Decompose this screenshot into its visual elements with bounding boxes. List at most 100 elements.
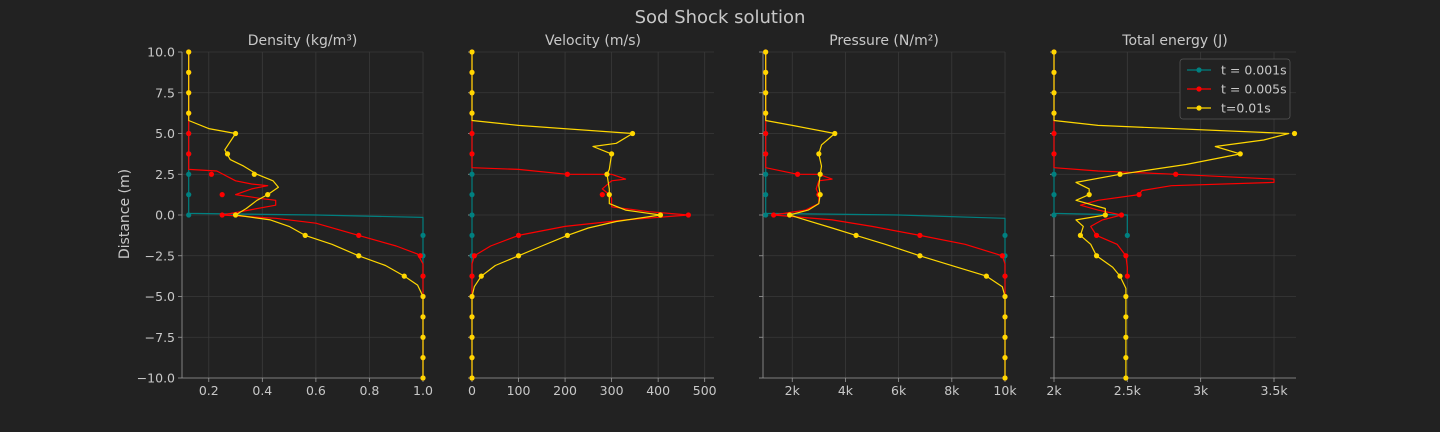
x-tick-label: 500 <box>693 383 717 398</box>
legend-frame <box>1179 58 1291 120</box>
data-point-t2 <box>186 151 192 157</box>
y-tick-label: −7.5 <box>145 330 175 345</box>
data-point-t2 <box>219 212 225 218</box>
data-point-t3 <box>1123 375 1129 381</box>
data-point-t1 <box>1002 232 1008 238</box>
data-point-t3 <box>917 253 923 259</box>
data-point-t3 <box>1002 293 1008 300</box>
x-tick-label: 2.5k <box>1114 383 1142 398</box>
data-point-t2 <box>999 253 1005 259</box>
data-point-t3 <box>420 314 426 320</box>
data-point-t3 <box>186 69 192 75</box>
x-tick-label: 400 <box>646 383 670 398</box>
panels: 0.2 0.4 0.6 0.8 1.0 10.0 7.5 5.0 2.5 0.0 −2.5 −5.0 −… <box>137 33 1298 398</box>
data-point-t3 <box>564 232 571 238</box>
data-point-t3 <box>1123 314 1129 320</box>
data-point-t3 <box>469 293 475 300</box>
x-tick-label: 0.4 <box>252 383 272 398</box>
data-point-t2 <box>1002 273 1008 279</box>
data-point-t3 <box>786 212 793 218</box>
data-point-t3 <box>401 273 407 279</box>
data-point-t3 <box>1002 314 1008 320</box>
data-point-t2 <box>471 253 477 259</box>
data-point-t2 <box>1173 171 1179 177</box>
series-line-t3 <box>188 52 424 378</box>
data-point-t3 <box>265 192 271 198</box>
data-point-t3 <box>609 151 615 157</box>
data-point-t3 <box>469 375 475 381</box>
x-tick-label: 6k <box>891 383 907 398</box>
data-point-t3 <box>420 334 426 340</box>
series-line-t2 <box>765 52 1006 378</box>
data-point-t3 <box>832 130 838 137</box>
data-point-t1 <box>186 212 192 218</box>
data-point-t2 <box>1123 253 1129 259</box>
y-tick-label: 10.0 <box>147 45 175 60</box>
data-point-t3 <box>1051 69 1057 75</box>
data-point-t1 <box>763 192 769 198</box>
panel-pressure: 2k 4k 6k 8k 10k Pressure (N/m²) <box>759 33 1017 398</box>
data-point-t3 <box>469 69 475 75</box>
data-point-t1 <box>1124 232 1130 238</box>
data-point-t1 <box>1051 212 1057 218</box>
data-point-t3 <box>1291 130 1298 137</box>
data-point-t3 <box>420 355 426 361</box>
data-point-t3 <box>469 314 475 320</box>
panel-title: Density (kg/m³) <box>248 33 358 49</box>
data-point-t2 <box>219 192 225 198</box>
data-point-t2 <box>917 232 923 238</box>
data-point-t3 <box>251 171 257 177</box>
data-point-t1 <box>469 212 475 218</box>
data-point-t3 <box>469 334 475 340</box>
data-point-t2 <box>469 151 475 157</box>
data-point-t3 <box>1102 212 1108 218</box>
panel-density: 0.2 0.4 0.6 0.8 1.0 10.0 7.5 5.0 2.5 0.0 −2.5 −5.0 −… <box>137 33 433 398</box>
data-point-t1 <box>186 192 192 198</box>
data-point-t3 <box>1086 192 1092 198</box>
x-tick-label: 0.6 <box>306 383 326 398</box>
data-point-t3 <box>817 171 823 177</box>
data-point-t3 <box>1117 273 1123 279</box>
data-point-t3 <box>1117 171 1123 177</box>
data-point-t3 <box>302 232 308 238</box>
x-tick-label: 10k <box>993 383 1017 398</box>
x-tick-label: 0.2 <box>199 383 219 398</box>
data-point-t2 <box>1124 273 1130 279</box>
data-point-t3 <box>629 130 636 137</box>
data-point-t3 <box>469 49 475 55</box>
data-point-t3 <box>817 192 823 198</box>
data-point-t3 <box>1051 90 1057 96</box>
data-point-t3 <box>1002 355 1008 361</box>
data-point-t1 <box>469 171 475 177</box>
x-tick-label: 100 <box>507 383 531 398</box>
data-point-t3 <box>1237 151 1243 157</box>
data-point-t2 <box>564 171 571 177</box>
data-point-t2 <box>208 171 215 177</box>
data-point-t3 <box>1093 253 1100 259</box>
legend-swatch-marker <box>1196 86 1202 92</box>
data-point-t2 <box>515 232 522 238</box>
data-point-t3 <box>186 110 192 116</box>
data-point-t3 <box>469 355 475 361</box>
legend-label: t = 0.005s <box>1221 82 1287 97</box>
data-point-t3 <box>515 253 522 259</box>
x-tick-label: 3k <box>1193 383 1209 398</box>
data-point-t2 <box>469 273 475 279</box>
data-point-t2 <box>794 171 801 177</box>
data-point-t3 <box>356 253 362 259</box>
data-point-t2 <box>1051 130 1057 137</box>
data-point-t3 <box>232 212 239 218</box>
x-tick-label: 3.5k <box>1260 383 1288 398</box>
legend-label: t=0.01s <box>1221 101 1271 116</box>
data-point-t3 <box>1051 110 1057 116</box>
x-tick-label: 200 <box>553 383 577 398</box>
series-line-t3 <box>1053 52 1290 378</box>
data-point-t3 <box>763 69 769 75</box>
data-point-t2 <box>685 212 692 218</box>
data-point-t3 <box>186 90 192 96</box>
data-point-t3 <box>420 293 426 300</box>
data-point-t3 <box>816 151 822 157</box>
data-point-t3 <box>478 273 484 279</box>
data-point-t2 <box>417 253 423 259</box>
